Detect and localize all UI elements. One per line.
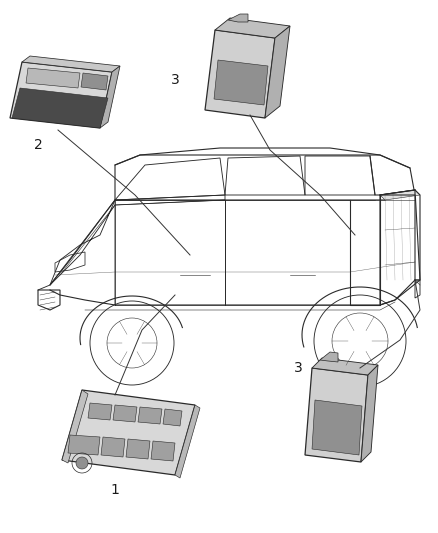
Polygon shape: [151, 441, 175, 461]
Circle shape: [76, 457, 88, 469]
Text: 3: 3: [171, 73, 180, 87]
Polygon shape: [320, 352, 338, 362]
Polygon shape: [12, 88, 108, 128]
Polygon shape: [312, 358, 378, 375]
Polygon shape: [215, 18, 290, 38]
Polygon shape: [214, 60, 268, 105]
Text: 3: 3: [293, 361, 302, 375]
Polygon shape: [380, 190, 420, 200]
Polygon shape: [100, 66, 120, 128]
Text: 2: 2: [34, 138, 42, 152]
Polygon shape: [312, 400, 362, 455]
Polygon shape: [88, 403, 112, 420]
Polygon shape: [138, 407, 162, 424]
Polygon shape: [205, 30, 275, 118]
Polygon shape: [26, 68, 80, 88]
Polygon shape: [175, 405, 200, 478]
Text: 1: 1: [110, 483, 120, 497]
Polygon shape: [101, 437, 125, 457]
Polygon shape: [22, 56, 120, 72]
Polygon shape: [228, 14, 248, 22]
Polygon shape: [62, 390, 195, 475]
Polygon shape: [361, 365, 378, 462]
Polygon shape: [305, 368, 368, 462]
Polygon shape: [10, 62, 112, 128]
Polygon shape: [265, 26, 290, 118]
Polygon shape: [62, 390, 88, 463]
Polygon shape: [113, 405, 137, 422]
Polygon shape: [68, 435, 100, 455]
Polygon shape: [126, 439, 150, 459]
Polygon shape: [163, 409, 182, 426]
Polygon shape: [81, 73, 108, 90]
